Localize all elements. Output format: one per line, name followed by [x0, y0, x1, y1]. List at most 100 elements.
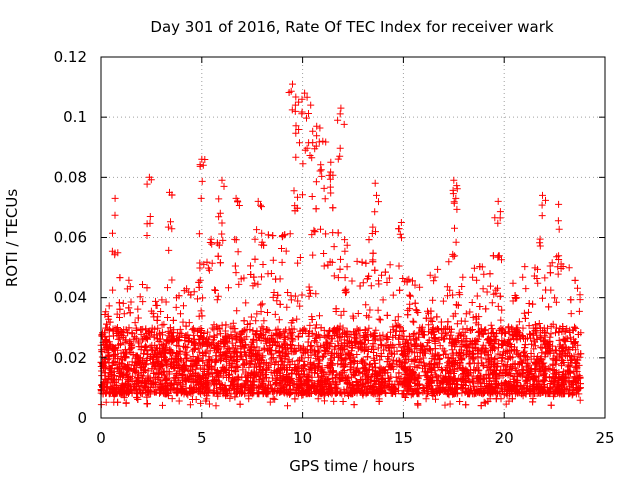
data-point [432, 395, 439, 403]
data-point [486, 388, 494, 396]
data-point [270, 289, 278, 296]
data-point [474, 328, 482, 336]
data-point [410, 376, 418, 384]
data-point [169, 316, 177, 324]
data-point [161, 353, 168, 361]
data-point [218, 355, 226, 363]
data-point [353, 257, 361, 265]
data-point [203, 258, 211, 266]
data-point [266, 398, 274, 406]
data-point [365, 313, 373, 321]
data-point [491, 345, 499, 353]
data-point [221, 340, 229, 348]
data-point [515, 369, 523, 377]
data-point [497, 384, 505, 392]
data-point [545, 303, 553, 311]
data-point [265, 346, 273, 354]
data-point [117, 340, 124, 348]
data-point [213, 370, 221, 378]
data-point [323, 338, 331, 346]
data-point [343, 263, 351, 271]
data-point [391, 350, 398, 358]
data-point [377, 340, 385, 348]
data-point [276, 388, 284, 396]
data-point [132, 368, 140, 376]
data-point [521, 341, 529, 349]
data-point [322, 230, 330, 238]
data-point [308, 231, 316, 239]
data-point [486, 338, 494, 345]
data-point [351, 357, 359, 365]
data-point [126, 283, 134, 291]
data-point [396, 323, 404, 331]
data-point [158, 296, 166, 304]
data-point [337, 333, 345, 341]
data-point [266, 359, 274, 367]
data-point [286, 390, 294, 398]
data-point [532, 327, 540, 335]
data-point [109, 345, 117, 353]
data-point [548, 259, 556, 267]
data-point [449, 291, 457, 299]
data-point [305, 292, 313, 300]
data-point [422, 372, 430, 380]
data-point [120, 310, 128, 318]
data-point [449, 349, 457, 357]
data-point [364, 345, 372, 353]
data-point [434, 265, 442, 273]
data-point [291, 395, 299, 403]
data-point [100, 369, 108, 377]
data-point [466, 384, 474, 392]
data-point [480, 362, 488, 370]
data-point [385, 363, 393, 371]
data-point [128, 330, 136, 338]
data-point [537, 343, 545, 351]
data-point [248, 343, 255, 351]
data-point [341, 287, 349, 294]
data-point [239, 356, 247, 364]
data-point [544, 324, 551, 332]
data-point [475, 375, 483, 382]
data-point [343, 380, 351, 388]
data-point [409, 369, 417, 377]
data-point [492, 355, 500, 362]
data-point [328, 374, 336, 382]
data-point [307, 358, 315, 366]
data-point [559, 380, 567, 388]
data-point [217, 357, 225, 365]
data-point [293, 378, 301, 386]
data-point [506, 372, 514, 379]
data-point [269, 293, 277, 301]
data-point [364, 337, 372, 344]
data-point [282, 247, 290, 255]
data-point [213, 323, 221, 331]
data-point [441, 401, 449, 409]
data-point [341, 247, 349, 255]
data-point [422, 395, 430, 403]
data-point [305, 283, 313, 291]
data-point [125, 304, 133, 312]
data-point [183, 343, 191, 351]
data-point [362, 301, 370, 309]
data-point [334, 229, 342, 237]
data-point [546, 365, 554, 373]
data-point [106, 364, 114, 372]
data-point [429, 296, 437, 304]
data-point [284, 402, 291, 410]
data-point [513, 379, 521, 387]
data-point [306, 286, 314, 294]
data-point [413, 363, 421, 371]
data-point [298, 291, 306, 299]
data-point [488, 325, 496, 333]
data-point [156, 381, 164, 388]
data-point [344, 340, 352, 348]
data-point [138, 364, 145, 371]
data-point [489, 252, 497, 260]
data-point [259, 379, 267, 387]
data-point [421, 331, 428, 339]
data-point [375, 315, 383, 323]
data-point [530, 345, 538, 353]
data-point [462, 310, 470, 318]
data-point [472, 337, 480, 344]
